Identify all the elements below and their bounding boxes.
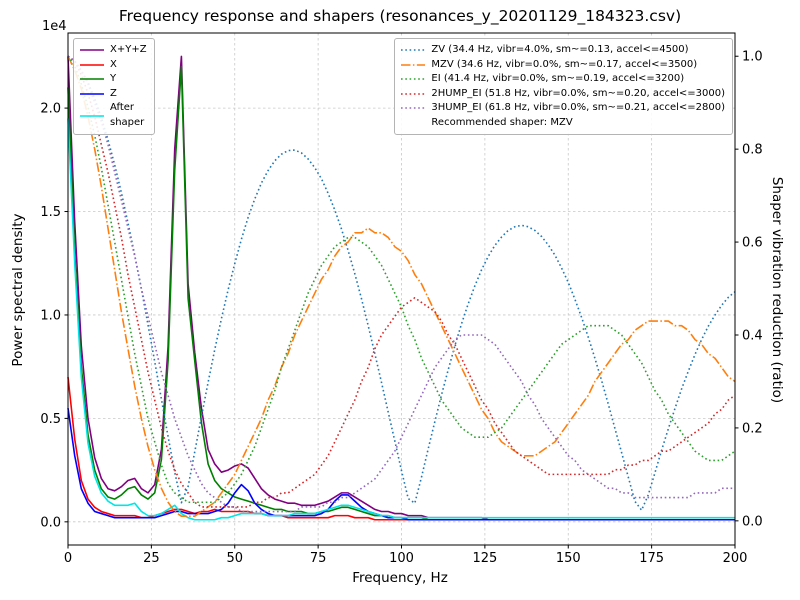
legend-line-sample bbox=[401, 63, 426, 66]
y-right-tick-label: 0.4 bbox=[742, 328, 763, 343]
legend-entry: X+Y+Z bbox=[79, 43, 147, 58]
x-axis-label: Frequency, Hz bbox=[352, 570, 448, 586]
legend-entry: After shaper bbox=[79, 101, 147, 130]
legend-line-sample bbox=[80, 78, 104, 81]
y-left-tick-label: 1.5 bbox=[40, 205, 61, 220]
chart-title: Frequency response and shapers (resonanc… bbox=[118, 7, 682, 25]
series-shaper-mzv bbox=[67, 55, 736, 517]
x-tick-label: 175 bbox=[639, 551, 664, 566]
shaper-legend: ZV (34.4 Hz, vibr=4.0%, sm~=0.13, accel<… bbox=[394, 38, 733, 135]
legend-line-sample bbox=[401, 78, 426, 81]
y-axis-right-label: Shaper vibration reduction (ratio) bbox=[769, 176, 785, 404]
legend-entry: X bbox=[79, 58, 147, 73]
legend-line-sample bbox=[401, 107, 426, 110]
x-tick-label: 125 bbox=[472, 551, 497, 566]
y-left-tick-label: 0.0 bbox=[40, 515, 61, 530]
y-axis-left-label: Power spectral density bbox=[10, 213, 26, 367]
series-psd-after-shaper bbox=[67, 118, 735, 521]
y-left-tick-label: 1.0 bbox=[40, 308, 61, 323]
y-axis-offset-label: 1e4 bbox=[42, 19, 67, 34]
legend-entry: EI (41.4 Hz, vibr=0.0%, sm~=0.19, accel<… bbox=[400, 72, 725, 87]
series-shaper-zv bbox=[67, 55, 736, 511]
y-right-tick-label: 0.8 bbox=[742, 143, 763, 158]
legend-line-sample bbox=[80, 63, 104, 66]
legend-entry: 2HUMP_EI (51.8 Hz, vibr=0.0%, sm~=0.20, … bbox=[400, 87, 725, 102]
series-shaper-ei bbox=[67, 55, 736, 504]
series-shaper-3hump-ei bbox=[67, 55, 735, 513]
y-right-tick-label: 0.0 bbox=[742, 514, 763, 529]
y-right-tick-label: 1.0 bbox=[742, 50, 763, 65]
legend-line-sample bbox=[80, 49, 104, 52]
legend-label: X+Y+Z bbox=[110, 44, 147, 55]
legend-entry: Y bbox=[79, 72, 147, 87]
legend-entry: Recommended shaper: MZV bbox=[400, 116, 725, 131]
x-tick-label: 0 bbox=[64, 551, 72, 566]
series-shaper-2hump-ei bbox=[67, 55, 736, 508]
legend-label: X bbox=[110, 58, 117, 70]
legend-entry: MZV (34.6 Hz, vibr=0.0%, sm~=0.17, accel… bbox=[400, 58, 725, 73]
x-tick-label: 150 bbox=[556, 551, 581, 566]
legend-entry: ZV (34.4 Hz, vibr=4.0%, sm~=0.13, accel<… bbox=[400, 43, 725, 58]
legend-blank-sample bbox=[400, 117, 426, 129]
x-tick-label: 50 bbox=[226, 551, 243, 566]
legend-label: After shaper bbox=[110, 102, 145, 128]
legend-line-sample bbox=[401, 92, 426, 95]
legend-line-sample bbox=[80, 114, 104, 117]
legend-label: EI (41.4 Hz, vibr=0.0%, sm~=0.19, accel<… bbox=[431, 73, 685, 84]
legend-label: Y bbox=[110, 73, 117, 84]
psd-legend: X+Y+Z X Y Z After shaper bbox=[73, 38, 155, 135]
x-tick-label: 75 bbox=[310, 551, 327, 566]
y-right-tick-label: 0.2 bbox=[742, 421, 763, 436]
y-right-tick-label: 0.6 bbox=[742, 236, 763, 251]
legend-label: Z bbox=[110, 87, 117, 99]
legend-label: ZV (34.4 Hz, vibr=4.0%, sm~=0.13, accel<… bbox=[431, 44, 689, 55]
legend-line-sample bbox=[80, 92, 104, 95]
y-left-tick-label: 0.5 bbox=[40, 412, 61, 427]
legend-label: Recommended shaper: MZV bbox=[431, 116, 573, 128]
legend-entry: 3HUMP_EI (61.8 Hz, vibr=0.0%, sm~=0.21, … bbox=[400, 101, 725, 116]
legend-label: MZV (34.6 Hz, vibr=0.0%, sm~=0.17, accel… bbox=[431, 58, 698, 70]
legend-entry: Z bbox=[79, 87, 147, 102]
legend-line-sample bbox=[401, 49, 426, 52]
legend-label: 3HUMP_EI (61.8 Hz, vibr=0.0%, sm~=0.21, … bbox=[431, 102, 725, 113]
legend-label: 2HUMP_EI (51.8 Hz, vibr=0.0%, sm~=0.20, … bbox=[431, 87, 725, 99]
x-tick-label: 200 bbox=[723, 551, 748, 566]
x-tick-label: 25 bbox=[143, 551, 160, 566]
y-left-tick-label: 2.0 bbox=[40, 102, 61, 117]
x-tick-label: 100 bbox=[389, 551, 414, 566]
